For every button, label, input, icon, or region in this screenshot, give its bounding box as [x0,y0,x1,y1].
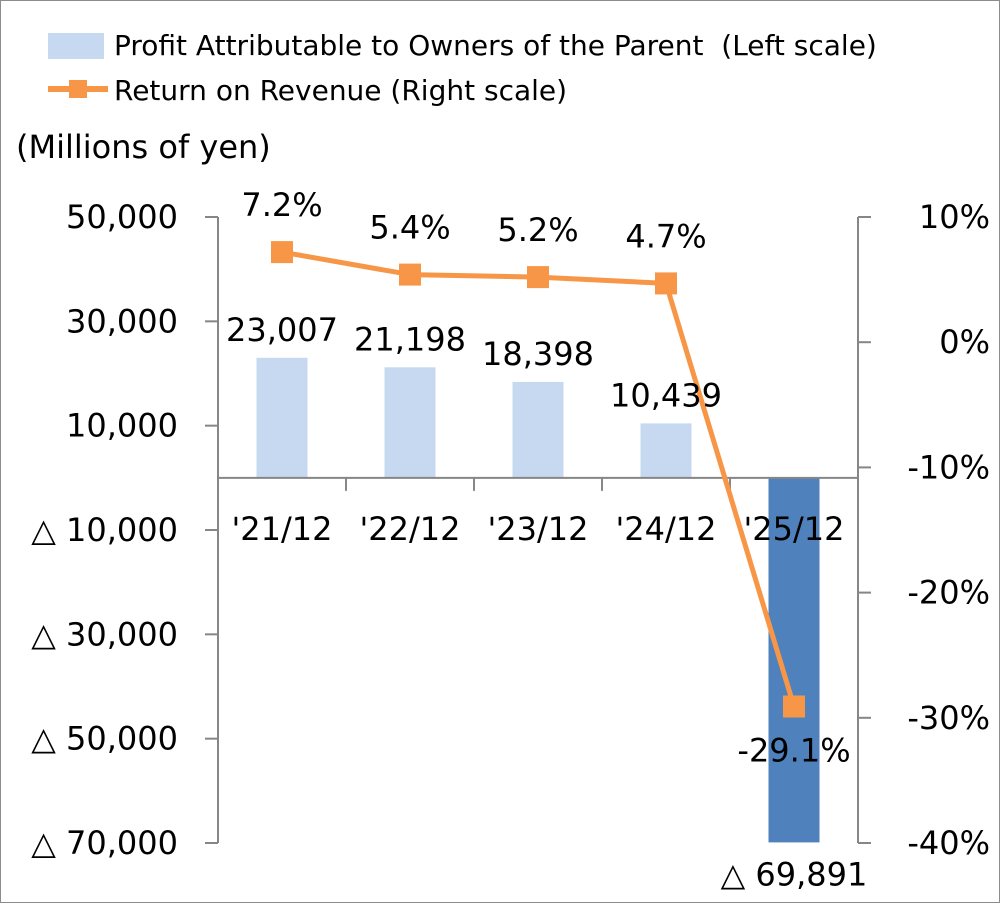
return-marker-5 [783,695,805,718]
left-axis-unit-label: (Millions of yen) [16,128,271,166]
right-axis-tick-label: -40% [907,824,990,862]
legend-bar-swatch [48,33,104,59]
left-axis-tick-label: 10,000 [66,407,178,445]
bar-label-3: 18,398 [482,335,594,373]
right-axis-tick-label: 10% [919,198,990,236]
left-axis-tick-label: △ 50,000 [31,720,178,758]
right-axis-tick-label: -30% [907,699,990,737]
category-label: '23/12 [487,510,588,548]
category-label: '25/12 [743,510,844,548]
bar-label-5: △ 69,891 [721,855,868,893]
category-label: '24/12 [615,510,716,548]
left-axis-tick-label: △ 30,000 [31,615,178,653]
return-marker-4 [655,272,677,295]
legend-line-label: Return on Revenue (Right scale) [114,74,567,107]
category-label: '21/12 [231,510,332,548]
left-axis-tick-label: △ 70,000 [31,824,178,862]
return-label-5: -29.1% [737,732,850,770]
return-label-1: 7.2% [241,186,322,224]
return-label-3: 5.2% [497,211,578,249]
bar-2 [384,367,436,478]
right-axis-tick-label: 0% [939,323,990,361]
left-axis-tick-label: 50,000 [66,198,178,236]
plot-area: 50,000 30,000 10,000 △ 10,000 △ 30,000 △ 50,0… [31,186,990,893]
right-axis-tick-label: -20% [907,574,990,612]
bar-label-1: 23,007 [226,311,338,349]
bar-5 [768,477,820,843]
legend-line-marker [69,80,87,98]
left-axis-tick-label: △ 10,000 [31,511,178,549]
legend-bar-label: Profit Attributable to Owners of the Par… [114,29,877,62]
return-marker-2 [399,263,421,286]
legend: Profit Attributable to Owners of the Par… [48,29,877,107]
return-label-2: 5.4% [369,209,450,247]
return-marker-3 [527,266,549,289]
bar-label-4: 10,439 [610,376,722,414]
bar-3 [512,381,564,478]
right-axis-tick-label: -10% [907,448,990,486]
left-axis-tick-label: 30,000 [66,302,178,340]
bar-4 [640,423,692,478]
return-marker-1 [271,241,293,264]
bar-label-2: 21,198 [354,320,466,358]
category-label: '22/12 [359,510,460,548]
bar-1 [256,357,308,478]
return-label-4: 4.7% [625,217,706,255]
